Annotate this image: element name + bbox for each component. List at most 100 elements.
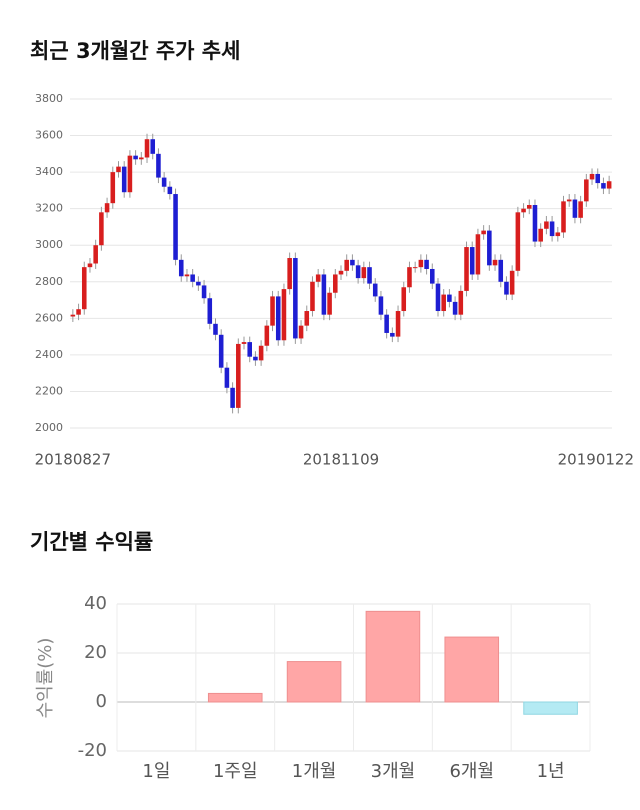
- candle-body: [361, 267, 367, 279]
- candle-body: [201, 285, 207, 299]
- candle-body: [606, 181, 612, 189]
- candle-body: [464, 247, 469, 291]
- candle-body: [572, 199, 578, 218]
- candle-body: [390, 332, 395, 337]
- candle-body: [315, 274, 321, 282]
- x-tick-label: 20181109: [303, 451, 379, 469]
- chart-title: 최근 3개월간 주가 추세: [30, 39, 240, 63]
- candle-body: [178, 259, 184, 277]
- candle-body: [435, 283, 441, 312]
- candle-body: [293, 258, 298, 339]
- x-tick-label: 20190122: [558, 451, 634, 469]
- candle-body: [93, 245, 98, 264]
- candle-body: [384, 314, 389, 333]
- candle-body: [412, 267, 418, 269]
- candle-body: [310, 281, 315, 312]
- candle-body: [338, 270, 344, 275]
- candle-body: [207, 298, 213, 324]
- y-tick-label: 20: [84, 642, 107, 663]
- bar: [444, 636, 500, 703]
- candle-body: [275, 296, 281, 341]
- candle-body: [452, 301, 458, 315]
- y-tick-label: 2400: [35, 348, 63, 361]
- candle-body: [298, 325, 304, 339]
- candle-body: [395, 311, 401, 337]
- candle-body: [196, 281, 201, 286]
- y-tick-label: 0: [96, 691, 107, 712]
- candle-body: [544, 221, 549, 229]
- candle-body: [441, 294, 446, 312]
- candle-body: [139, 157, 144, 160]
- y-tick-label: 3800: [35, 92, 63, 105]
- candle-body: [492, 259, 498, 266]
- candle-body: [584, 179, 589, 202]
- candle-body: [447, 294, 452, 302]
- bar: [365, 610, 421, 703]
- y-axis-label: 수익률(%): [35, 638, 56, 719]
- candle-body: [150, 139, 156, 154]
- y-tick-label: 2800: [35, 275, 63, 288]
- candle-body: [133, 155, 138, 160]
- candle-body: [224, 367, 230, 388]
- candle-body: [218, 334, 224, 368]
- candle-body: [561, 201, 566, 233]
- candle-body: [287, 258, 292, 290]
- x-tick-label: 1일: [142, 761, 170, 782]
- candle-body: [110, 172, 116, 204]
- candle-body: [213, 323, 218, 335]
- candle-body: [367, 267, 372, 284]
- candle-body: [156, 153, 161, 178]
- bar: [523, 701, 578, 715]
- candle-body: [144, 139, 150, 158]
- candle-body: [498, 259, 504, 282]
- candle-body: [333, 274, 338, 293]
- candle-body: [258, 345, 264, 361]
- candle-body: [184, 274, 190, 277]
- candle-body: [327, 292, 332, 315]
- y-tick-label: 2000: [35, 421, 63, 434]
- candle-body: [566, 199, 572, 202]
- candle-body: [526, 205, 532, 209]
- candle-body: [104, 203, 110, 213]
- candle-body: [355, 265, 361, 279]
- x-tick-label: 1년: [537, 761, 565, 782]
- candle-body: [344, 259, 349, 271]
- y-tick-label: 3400: [35, 165, 63, 178]
- candle-body: [401, 287, 407, 312]
- candle-body: [504, 281, 509, 295]
- candle-body: [601, 183, 606, 189]
- candle-body: [469, 247, 475, 275]
- candle-body: [247, 342, 252, 357]
- y-tick-label: 3600: [35, 129, 63, 142]
- x-tick-label: 1개월: [292, 761, 337, 782]
- candle-body: [236, 343, 241, 408]
- candle-body: [589, 173, 595, 180]
- candle-body: [230, 387, 235, 408]
- x-tick-label: 3개월: [371, 761, 416, 782]
- candle-body: [190, 274, 195, 282]
- candle-body: [424, 259, 429, 269]
- candle-body: [378, 296, 384, 315]
- x-tick-label: 6개월: [449, 761, 494, 782]
- y-tick-label: 2200: [35, 384, 63, 397]
- candle-body: [173, 194, 178, 260]
- y-tick-label: 3200: [35, 202, 63, 215]
- candle-body: [116, 166, 121, 173]
- candle-body: [549, 221, 555, 237]
- candle-body: [538, 228, 543, 242]
- candle-body: [304, 311, 310, 326]
- candle-body: [430, 268, 435, 284]
- candle-body: [407, 267, 412, 288]
- candle-body: [475, 234, 481, 275]
- bar: [207, 692, 263, 703]
- candle-body: [555, 232, 561, 237]
- candle-body: [418, 259, 424, 268]
- candle-body: [70, 314, 76, 317]
- candle-body: [264, 325, 270, 346]
- candle-body: [515, 212, 521, 271]
- candle-body: [127, 155, 133, 193]
- x-tick-label: 20180827: [35, 451, 111, 469]
- y-tick-label: 40: [84, 593, 107, 614]
- y-tick-label: 3000: [35, 238, 63, 251]
- y-tick-label: 2600: [35, 311, 63, 324]
